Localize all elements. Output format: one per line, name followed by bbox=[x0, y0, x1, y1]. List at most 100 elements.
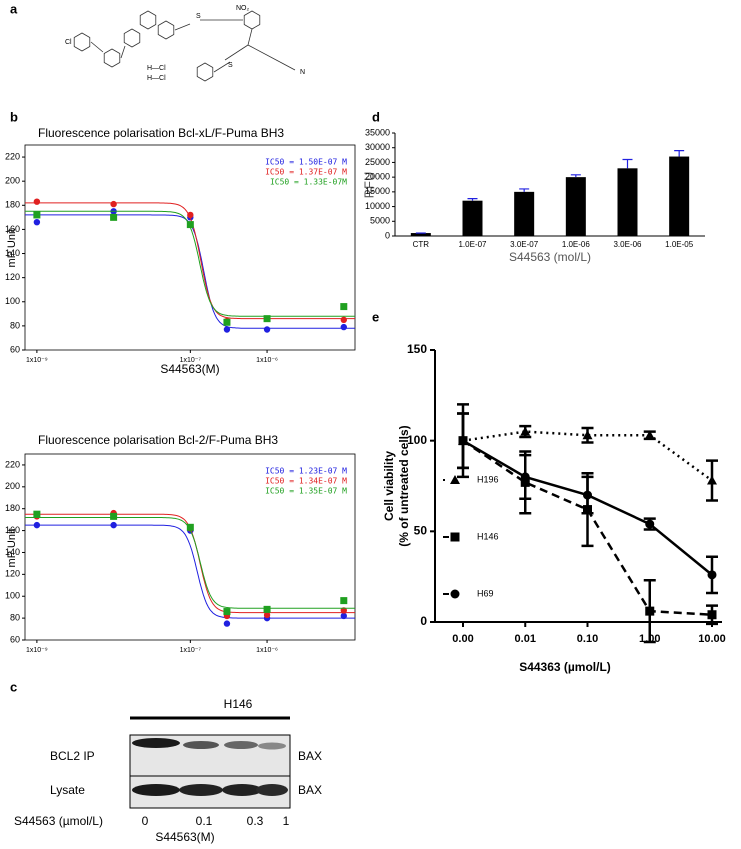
data-point bbox=[582, 430, 593, 440]
y-tick-label: 100 bbox=[5, 296, 20, 306]
fit-curve bbox=[25, 214, 355, 329]
blot bbox=[129, 716, 291, 809]
data-point bbox=[223, 318, 231, 326]
data-point bbox=[223, 326, 231, 333]
panel-label: a bbox=[10, 1, 18, 16]
x-tick-label: 1x10⁻⁷ bbox=[180, 357, 202, 364]
bar bbox=[410, 233, 431, 236]
y-tick-label: 200 bbox=[5, 176, 20, 186]
data-point bbox=[186, 523, 194, 531]
x-tick-label: 1x10⁻⁹ bbox=[26, 357, 48, 364]
y-tick-label: 140 bbox=[5, 547, 20, 557]
y-tick-label: 10000 bbox=[365, 201, 390, 211]
data-point bbox=[110, 521, 117, 529]
y-tick-label: 60 bbox=[10, 344, 20, 354]
legend-marker bbox=[450, 532, 460, 542]
x-tick-label: 0.00 bbox=[452, 633, 473, 645]
bar bbox=[669, 156, 690, 236]
x-tick-label: 1x10⁻⁹ bbox=[26, 647, 48, 654]
x-tick-label: 0.01 bbox=[515, 633, 536, 645]
x-tick-label: 1x10⁻⁷ bbox=[180, 647, 202, 654]
x-tick-label: 1.0E-06 bbox=[562, 240, 591, 249]
data-point bbox=[263, 611, 271, 619]
molecule bbox=[73, 10, 296, 82]
data-point bbox=[340, 607, 347, 614]
data-point bbox=[520, 472, 530, 482]
data-point bbox=[33, 218, 41, 226]
bond bbox=[224, 44, 249, 61]
legend-marker bbox=[450, 475, 460, 484]
ring bbox=[157, 20, 175, 40]
atom-label: N bbox=[300, 69, 305, 76]
legend-entry: IC50 = 1.34E-07 M bbox=[265, 477, 347, 486]
data-point bbox=[458, 436, 468, 446]
data-point bbox=[645, 606, 655, 616]
bar bbox=[565, 177, 586, 236]
bar bbox=[617, 168, 638, 236]
y-tick-label: 180 bbox=[5, 200, 20, 210]
bond bbox=[120, 45, 126, 59]
ring bbox=[123, 28, 141, 48]
data-point bbox=[340, 303, 348, 311]
error-bar bbox=[467, 198, 478, 201]
bond bbox=[90, 41, 104, 53]
data-point bbox=[186, 221, 194, 229]
data-point bbox=[340, 323, 347, 331]
data-point bbox=[520, 426, 531, 436]
blot-dose: 0.3 bbox=[247, 814, 264, 828]
atom-label: H—Cl bbox=[147, 65, 166, 72]
y-tick-label: 120 bbox=[5, 272, 20, 282]
x-axis-label: S44363 (µmol/L) bbox=[519, 660, 611, 674]
bond bbox=[174, 23, 191, 31]
y-tick-label: 30000 bbox=[365, 142, 390, 152]
blot-dose: 0 bbox=[142, 814, 149, 828]
x-tick-label: 1x10⁻⁶ bbox=[256, 357, 278, 364]
x-tick-label: 1.0E-05 bbox=[665, 240, 694, 249]
legend-entry: IC50 = 1.50E-07 M bbox=[265, 158, 347, 167]
panel-label: c bbox=[10, 679, 17, 694]
ring bbox=[196, 62, 214, 82]
y-tick-label: 35000 bbox=[365, 127, 390, 137]
y-axis-label: mP Unit bbox=[6, 529, 18, 568]
data-point bbox=[644, 430, 655, 440]
blot-dose-label: S44563 (µmol/L) bbox=[14, 814, 103, 828]
y-tick-label: 0 bbox=[385, 230, 390, 240]
band bbox=[132, 738, 180, 748]
y-tick-label: 20000 bbox=[365, 172, 390, 182]
y-tick-label: 220 bbox=[5, 459, 20, 469]
error-bar bbox=[519, 188, 530, 192]
data-point bbox=[340, 597, 348, 605]
atom-label: H—Cl bbox=[147, 75, 166, 82]
error-bar bbox=[674, 150, 685, 157]
band bbox=[132, 784, 180, 796]
data-point bbox=[707, 610, 717, 620]
y-tick-label: 5000 bbox=[370, 216, 390, 226]
atom-label: S bbox=[228, 62, 233, 69]
bond bbox=[247, 44, 281, 63]
bond bbox=[213, 61, 231, 73]
band bbox=[258, 742, 286, 750]
y-tick-label: 160 bbox=[5, 525, 20, 535]
data-point bbox=[223, 608, 231, 616]
y-tick-label: 0 bbox=[420, 614, 427, 628]
x-axis-label: S44563 (mol/L) bbox=[509, 250, 591, 264]
data-point bbox=[707, 570, 717, 580]
blot-row-label: BCL2 IP bbox=[50, 749, 95, 763]
legend-entry: IC50 = 1.23E-07 M bbox=[265, 467, 347, 476]
y-tick-label: 140 bbox=[5, 248, 20, 258]
band bbox=[256, 784, 288, 796]
x-tick-label: 1.0E-07 bbox=[458, 240, 487, 249]
data-point bbox=[645, 519, 655, 529]
data-point bbox=[263, 605, 271, 613]
bar bbox=[462, 200, 483, 236]
y-tick-label: 15000 bbox=[365, 186, 390, 196]
blot-protein: BAX bbox=[298, 783, 322, 797]
band bbox=[224, 741, 258, 749]
fit-curve bbox=[25, 524, 355, 619]
data-point bbox=[110, 200, 117, 208]
data-point bbox=[110, 512, 118, 520]
panel-label: b bbox=[10, 109, 18, 124]
atom-label: S bbox=[196, 13, 201, 20]
blot-dose: 1 bbox=[283, 814, 290, 828]
